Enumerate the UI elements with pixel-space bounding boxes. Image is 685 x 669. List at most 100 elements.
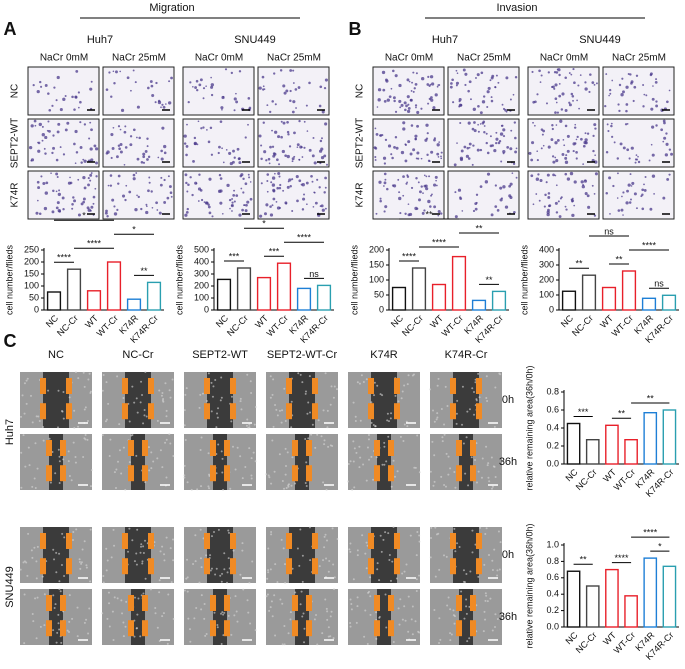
texture bbox=[134, 596, 137, 599]
texture bbox=[168, 433, 171, 436]
cell-dot bbox=[45, 181, 49, 185]
texture bbox=[455, 422, 458, 425]
time-label: 36h bbox=[499, 456, 517, 468]
marker bbox=[374, 620, 380, 637]
texture bbox=[83, 408, 86, 411]
texture bbox=[308, 526, 311, 529]
texture bbox=[67, 460, 70, 463]
cell-dot bbox=[300, 146, 303, 149]
cell-dot bbox=[426, 132, 429, 135]
texture bbox=[291, 456, 294, 459]
texture bbox=[188, 628, 191, 631]
cell-dot bbox=[456, 72, 459, 74]
cell-dot bbox=[56, 75, 60, 80]
cell-dot bbox=[430, 150, 434, 154]
texture bbox=[117, 460, 120, 463]
wound-gap bbox=[125, 527, 151, 583]
cell-dot bbox=[107, 184, 110, 187]
cell-dot bbox=[495, 131, 498, 134]
cell-dot bbox=[324, 122, 328, 126]
texture bbox=[226, 571, 229, 574]
cell-dot bbox=[593, 123, 597, 127]
texture bbox=[433, 480, 436, 483]
texture bbox=[24, 465, 27, 468]
texture bbox=[21, 394, 24, 397]
texture bbox=[480, 476, 483, 479]
cell-dot bbox=[219, 201, 223, 205]
texture bbox=[248, 447, 251, 450]
cell-dot bbox=[32, 83, 35, 87]
cell-dot bbox=[504, 108, 507, 112]
texture bbox=[449, 632, 452, 635]
cell-dot bbox=[626, 189, 629, 193]
cell-dot bbox=[108, 71, 111, 74]
texture bbox=[77, 425, 80, 428]
cell-dot bbox=[607, 129, 610, 133]
texture bbox=[390, 485, 393, 488]
texture bbox=[326, 409, 329, 412]
cell-dot bbox=[321, 110, 325, 114]
texture bbox=[102, 574, 105, 577]
cell-dot bbox=[476, 148, 480, 152]
texture bbox=[358, 466, 361, 469]
texture bbox=[326, 618, 329, 621]
texture bbox=[333, 576, 336, 579]
cell-dot bbox=[83, 123, 87, 126]
cell-dot bbox=[453, 163, 457, 167]
cell-dot bbox=[137, 195, 140, 199]
texture bbox=[283, 487, 286, 490]
texture bbox=[271, 439, 274, 442]
wound-gap bbox=[131, 434, 145, 490]
texture bbox=[249, 622, 252, 625]
cell-dot bbox=[617, 172, 619, 175]
cell-dot bbox=[502, 185, 506, 189]
cell-dot bbox=[457, 188, 462, 192]
texture bbox=[250, 457, 253, 460]
texture bbox=[466, 640, 469, 643]
texture bbox=[461, 385, 464, 388]
cell-dot bbox=[622, 191, 625, 194]
cell-dot bbox=[670, 152, 674, 156]
texture bbox=[285, 486, 288, 489]
cell-dot bbox=[123, 163, 126, 166]
x-tick-label: NC-Cr bbox=[574, 630, 599, 655]
texture bbox=[22, 434, 25, 437]
x-tick-label: WT-Cr bbox=[612, 467, 637, 492]
texture bbox=[162, 400, 165, 403]
cell-dot bbox=[151, 206, 154, 209]
cell-dot bbox=[506, 145, 510, 149]
cell-dot bbox=[459, 197, 463, 201]
cell-dot bbox=[134, 207, 138, 212]
texture bbox=[367, 590, 370, 593]
marker bbox=[46, 440, 52, 456]
cell-dot bbox=[395, 146, 399, 150]
marker bbox=[224, 440, 230, 456]
cell-dot bbox=[274, 103, 277, 106]
texture bbox=[332, 396, 335, 399]
texture bbox=[445, 452, 448, 455]
texture bbox=[442, 554, 445, 557]
wound-gap bbox=[213, 589, 227, 645]
x-tick-label: NC-Cr bbox=[574, 467, 599, 492]
texture bbox=[363, 635, 366, 638]
texture bbox=[58, 455, 61, 458]
cell-dot bbox=[539, 178, 543, 183]
texture bbox=[327, 570, 330, 573]
cell-dot bbox=[41, 133, 45, 137]
texture bbox=[172, 559, 175, 562]
cell-dot bbox=[407, 106, 411, 110]
cell-dot bbox=[404, 159, 408, 163]
texture bbox=[143, 408, 146, 411]
cell-dot bbox=[496, 209, 500, 212]
texture bbox=[219, 399, 222, 402]
texture bbox=[160, 394, 163, 397]
cell-dot bbox=[381, 70, 386, 75]
cell-dot bbox=[89, 179, 92, 182]
cell-dot bbox=[221, 212, 224, 215]
y-tick-label: 100 bbox=[24, 280, 39, 290]
cell-dot bbox=[282, 189, 285, 192]
cell-dot bbox=[632, 99, 635, 103]
cell-dot bbox=[530, 158, 534, 162]
cell-dot bbox=[426, 153, 429, 157]
cell-dot bbox=[321, 208, 325, 212]
